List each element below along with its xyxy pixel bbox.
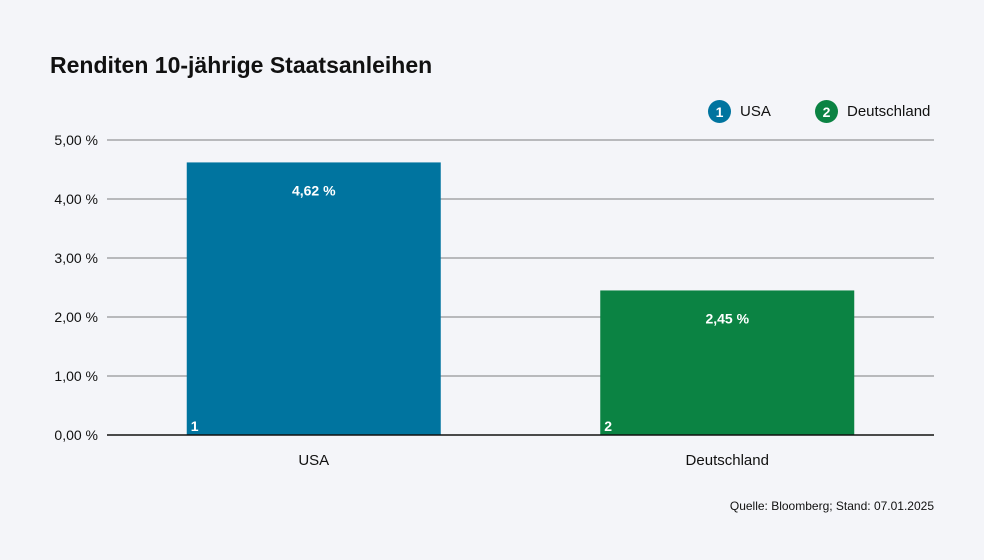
legend-label: USA <box>740 103 771 120</box>
legend-item-deutschland: 2 Deutschland <box>815 100 930 123</box>
source-note: Quelle: Bloomberg; Stand: 07.01.2025 <box>729 499 934 513</box>
y-tick-label: 0,00 % <box>54 427 98 443</box>
data-label: 4,62 % <box>292 182 336 198</box>
legend-marker-1: 1 <box>708 100 731 123</box>
legend-label: Deutschland <box>847 103 931 120</box>
y-tick-label: 5,00 % <box>54 132 98 148</box>
y-tick-label: 3,00 % <box>54 250 98 266</box>
x-tick-label: USA <box>298 452 329 469</box>
y-tick-label: 1,00 % <box>54 368 98 384</box>
y-tick-label: 4,00 % <box>54 191 98 207</box>
chart-title: Renditen 10-jährige Staatsanleihen <box>50 52 433 78</box>
legend-item-usa: 1 USA <box>708 100 771 123</box>
y-tick-label: 2,00 % <box>54 309 98 325</box>
x-tick-label: Deutschland <box>686 452 769 469</box>
bar-number: 2 <box>604 418 612 434</box>
bar-usa <box>186 162 441 436</box>
bar-deutschland <box>600 290 855 435</box>
bar-number: 1 <box>191 418 199 434</box>
data-label: 2,45 % <box>705 310 749 326</box>
legend-marker-2: 2 <box>815 100 838 123</box>
